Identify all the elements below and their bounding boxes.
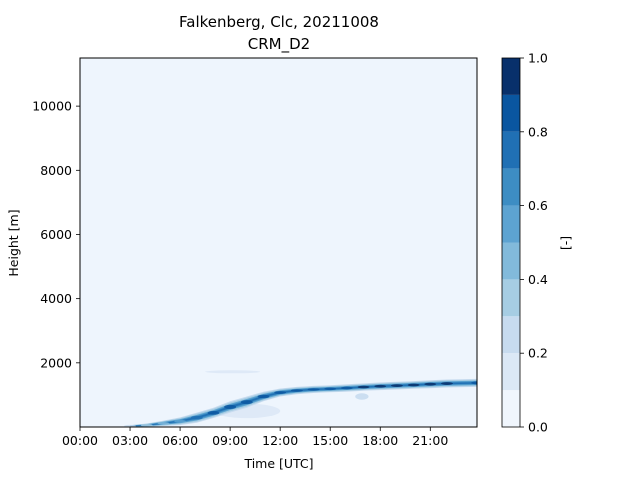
- colorbar-segment: [502, 131, 520, 169]
- cloud-point: [440, 382, 453, 385]
- cloud-point: [424, 382, 437, 386]
- colorbar-segment: [502, 205, 520, 243]
- cloud-point: [307, 388, 320, 391]
- y-tick-label: 10000: [32, 99, 72, 114]
- colorbar-segment: [502, 58, 520, 95]
- x-axis-label: Time [UTC]: [243, 456, 313, 471]
- plot-frame: [79, 57, 478, 428]
- cloud-point: [357, 385, 370, 389]
- cloud-point: [207, 411, 220, 415]
- x-axis: 00:00 03:00 06:00 09:00 12:00 15:00 18:00 21:00: [62, 427, 448, 448]
- cloud-point: [257, 394, 270, 399]
- cloud-point: [471, 381, 477, 385]
- y-axis-label: Height [m]: [6, 209, 21, 276]
- x-tick-label: 15:00: [312, 433, 348, 448]
- cloud-point: [374, 384, 387, 388]
- y-tick-label: 8000: [40, 163, 72, 178]
- faint-cloud-patch: [355, 393, 369, 400]
- colorbar-segment: [502, 279, 520, 317]
- cloud-point: [224, 404, 237, 409]
- cloud-point: [190, 415, 203, 420]
- colorbar-segment: [502, 353, 520, 391]
- x-tick-label: 18:00: [362, 433, 398, 448]
- x-tick-label: 21:00: [412, 433, 448, 448]
- colorbar-tick-label: 0.6: [528, 198, 548, 213]
- colorbar-tick-label: 0.8: [528, 124, 548, 139]
- chart-subtitle: CRM_D2: [248, 35, 310, 54]
- cloud-point: [407, 383, 420, 387]
- y-tick-label: 2000: [40, 355, 72, 370]
- colorbar-segment: [502, 390, 520, 427]
- colorbar-segment: [502, 94, 520, 132]
- cloud-point: [324, 387, 337, 391]
- faint-cloud-patch: [205, 370, 261, 374]
- colorbar-tick-label: 0.0: [528, 420, 548, 435]
- chart-title: Falkenberg, Clc, 20211008: [179, 13, 379, 31]
- colorbar-segment: [502, 242, 520, 280]
- colorbar-label: [-]: [558, 236, 573, 250]
- colorbar-tick-label: 0.4: [528, 272, 548, 287]
- plot-area: [79, 57, 478, 428]
- cloud-point: [274, 391, 287, 394]
- colorbar-tick-label: 1.0: [528, 51, 548, 66]
- x-tick-label: 03:00: [112, 433, 148, 448]
- x-tick-label: 00:00: [62, 433, 98, 448]
- plot-background: [80, 58, 477, 427]
- cloud-layer-band-1: [130, 379, 477, 427]
- cloud-point: [140, 424, 153, 427]
- x-tick-label: 06:00: [162, 433, 198, 448]
- cloud-point: [174, 419, 187, 423]
- y-tick-label: 4000: [40, 291, 72, 306]
- colorbar-frame: [501, 57, 521, 428]
- y-tick-label: 6000: [40, 227, 72, 242]
- colorbar-segment: [502, 316, 520, 354]
- cloud-point: [240, 400, 253, 405]
- colorbar: 0.0 0.2 0.4 0.6 0.8 1.0: [501, 51, 548, 435]
- cloud-point: [157, 422, 170, 425]
- cloud-point: [340, 386, 353, 390]
- x-tick-label: 09:00: [212, 433, 248, 448]
- cloud-point: [390, 384, 403, 387]
- cloud-point: [124, 424, 137, 427]
- y-axis: 2000 4000 6000 8000 10000: [32, 99, 80, 370]
- cloud-point: [290, 389, 303, 392]
- colorbar-segment: [502, 168, 520, 206]
- colorbar-tick-label: 0.2: [528, 346, 548, 361]
- x-tick-label: 12:00: [262, 433, 298, 448]
